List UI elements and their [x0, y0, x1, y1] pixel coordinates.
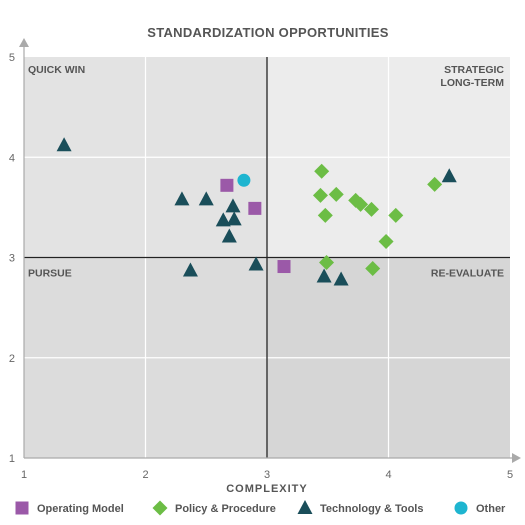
- point-technology-tools: [316, 268, 332, 283]
- y-tick-label: 2: [9, 353, 15, 365]
- point-operating-model: [277, 260, 291, 274]
- y-axis-arrow-icon: [19, 38, 29, 47]
- chart-title: STANDARDIZATION OPPORTUNITIES: [147, 25, 389, 40]
- point-policy-procedure: [388, 207, 404, 223]
- point-technology-tools: [221, 228, 237, 243]
- x-axis-arrow-icon: [512, 453, 521, 463]
- x-tick-label: 3: [264, 469, 270, 481]
- y-tick-label: 1: [9, 453, 15, 465]
- point-technology-tools: [215, 212, 231, 227]
- quadrant-label-top-left: QUICK WIN: [28, 64, 85, 76]
- point-technology-tools: [56, 137, 72, 152]
- point-policy-procedure: [312, 187, 328, 203]
- legend-label-operating-model: Operating Model: [37, 503, 124, 515]
- point-technology-tools: [226, 211, 242, 226]
- point-technology-tools: [248, 256, 264, 271]
- point-technology-tools: [225, 198, 241, 213]
- y-tick-label: 4: [9, 152, 15, 164]
- point-technology-tools: [174, 191, 190, 206]
- point-policy-procedure: [353, 196, 369, 212]
- quadrant-label-top-right: STRATEGIC: [444, 64, 504, 76]
- x-tick-label: 5: [507, 469, 513, 481]
- point-other: [237, 173, 251, 187]
- point-policy-procedure: [378, 233, 394, 249]
- legend-marker-operating-model: [15, 501, 29, 515]
- point-technology-tools: [182, 262, 198, 277]
- axis-layer: 1 2 3 4 5 1 2 3 4 5: [9, 38, 521, 481]
- legend-marker-technology-tools: [297, 500, 313, 514]
- point-policy-procedure: [317, 207, 333, 223]
- x-tick-label: 4: [385, 469, 391, 481]
- quadrant-label-bottom-right: RE-EVALUATE: [431, 268, 504, 280]
- point-policy-procedure: [319, 255, 335, 271]
- points-layer: [56, 137, 457, 286]
- point-operating-model: [220, 178, 234, 192]
- point-policy-procedure: [328, 186, 344, 202]
- point-policy-procedure: [314, 163, 330, 179]
- legend-marker-policy-procedure: [152, 500, 168, 516]
- x-tick-label: 2: [142, 469, 148, 481]
- point-policy-procedure: [427, 176, 443, 192]
- legend-label-other: Other: [476, 503, 506, 515]
- point-operating-model: [248, 201, 262, 215]
- divider-layer: [24, 57, 510, 458]
- x-tick-label: 1: [21, 469, 27, 481]
- point-technology-tools: [441, 168, 457, 183]
- point-technology-tools: [333, 271, 349, 286]
- legend-label-policy-procedure: Policy & Procedure: [175, 503, 276, 515]
- legend-marker-other: [454, 501, 468, 515]
- y-tick-label: 5: [9, 52, 15, 64]
- y-tick-label: 3: [9, 253, 15, 265]
- quadrant-label-top-right: LONG-TERM: [440, 77, 504, 89]
- x-axis-label: COMPLEXITY: [226, 483, 308, 495]
- legend: Operating Model Policy & Procedure Technol…: [15, 500, 506, 516]
- point-policy-procedure: [365, 261, 381, 277]
- point-policy-procedure: [363, 201, 379, 217]
- point-technology-tools: [198, 191, 214, 206]
- quadrant-label-bottom-left: PURSUE: [28, 268, 72, 280]
- legend-label-technology-tools: Technology & Tools: [320, 503, 423, 515]
